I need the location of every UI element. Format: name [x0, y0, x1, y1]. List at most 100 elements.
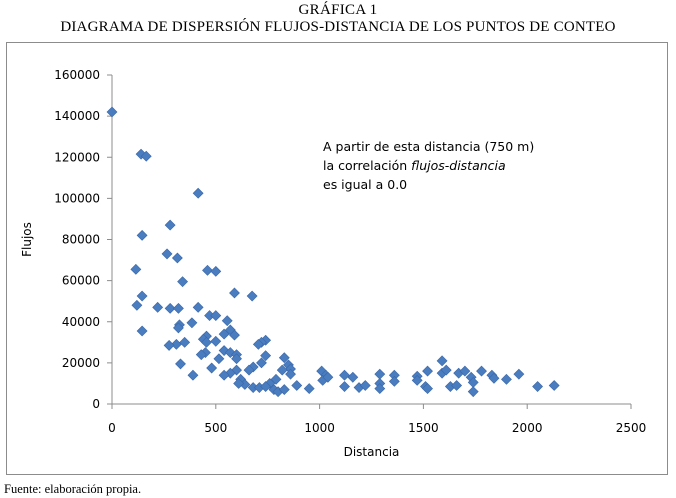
- annotation-line-3: es igual a 0.0: [323, 177, 408, 192]
- data-point: [246, 290, 258, 302]
- data-point: [192, 301, 204, 313]
- data-point: [548, 380, 560, 391]
- data-point: [206, 362, 218, 374]
- data-point: [218, 369, 230, 381]
- y-axis-title: Flujos: [20, 222, 34, 257]
- x-axis-title: Distancia: [344, 445, 400, 459]
- data-point: [173, 322, 184, 334]
- data-point: [243, 364, 255, 376]
- data-point: [195, 349, 207, 361]
- source-note: Fuente: elaboración propia.: [4, 482, 142, 496]
- axes: [107, 74, 632, 409]
- data-point: [130, 263, 142, 275]
- data-point: [164, 219, 176, 231]
- y-tick-label: 120000: [54, 150, 100, 164]
- data-point: [213, 353, 225, 365]
- data-point: [233, 378, 245, 389]
- x-tick-label: 1500: [408, 421, 439, 435]
- data-point: [501, 373, 512, 385]
- data-point: [136, 229, 148, 241]
- data-point: [260, 381, 272, 392]
- data-point: [488, 372, 500, 384]
- data-point: [278, 384, 290, 396]
- data-point: [231, 353, 242, 365]
- data-point: [221, 315, 233, 327]
- y-tick-label: 20000: [62, 356, 100, 370]
- y-tick-label: 80000: [62, 233, 100, 247]
- data-point: [322, 371, 334, 383]
- data-points: [106, 106, 560, 398]
- data-point: [210, 335, 222, 347]
- data-point: [106, 106, 118, 118]
- data-point: [179, 336, 191, 348]
- data-point: [388, 375, 400, 387]
- data-point: [276, 364, 288, 376]
- data-point: [476, 365, 487, 377]
- x-tick-label: 500: [204, 421, 227, 435]
- data-point: [411, 374, 423, 386]
- data-point: [422, 383, 433, 395]
- data-point: [339, 369, 350, 381]
- data-point: [436, 355, 448, 367]
- data-point: [152, 301, 164, 313]
- data-point: [252, 338, 264, 350]
- data-point: [218, 328, 230, 340]
- data-point: [532, 381, 544, 392]
- data-point: [347, 371, 359, 383]
- data-point: [186, 317, 198, 329]
- y-tick-label: 60000: [62, 274, 100, 288]
- y-tick-label: 160000: [54, 68, 100, 82]
- x-tick-label: 2500: [616, 421, 647, 435]
- data-point: [136, 290, 148, 302]
- data-point: [467, 386, 479, 398]
- annotation-line-2-italic: flujos-distancia: [411, 158, 506, 173]
- data-point: [131, 299, 143, 311]
- x-tick-label: 1000: [304, 421, 335, 435]
- data-point: [161, 248, 173, 260]
- chart-frame: [6, 42, 668, 475]
- data-point: [339, 381, 350, 392]
- data-point: [140, 150, 152, 162]
- data-point: [201, 336, 212, 348]
- data-point: [173, 302, 184, 314]
- data-point: [210, 310, 222, 322]
- x-tick-label: 2000: [512, 421, 543, 435]
- data-point: [422, 365, 433, 377]
- data-point: [164, 302, 176, 314]
- x-tick-label: 0: [108, 421, 116, 435]
- figure-number: GRÁFICA 1: [298, 2, 378, 18]
- data-point: [229, 287, 240, 299]
- data-point: [374, 368, 386, 380]
- data-point: [291, 380, 303, 391]
- annotation-line-2-prefix: la correlación: [323, 158, 412, 173]
- data-point: [278, 352, 290, 364]
- data-point: [513, 368, 525, 380]
- data-point: [440, 364, 452, 376]
- data-point: [171, 252, 183, 264]
- y-tick-label: 140000: [54, 109, 100, 123]
- data-point: [229, 329, 240, 341]
- y-tick-label: 100000: [54, 191, 100, 205]
- tick-labels: 0200004000060000800001000001200001400001…: [54, 68, 646, 435]
- data-point: [170, 338, 182, 350]
- annotation-line-1: A partir de esta distancia (750 m): [323, 139, 535, 154]
- data-point: [163, 339, 175, 351]
- data-point: [260, 350, 272, 362]
- data-point: [192, 187, 204, 199]
- data-point: [303, 383, 315, 395]
- data-point: [187, 369, 199, 381]
- data-point: [459, 365, 471, 377]
- y-tick-label: 0: [92, 397, 100, 411]
- data-point: [210, 265, 222, 277]
- data-point: [285, 368, 296, 380]
- chart-annotation: A partir de esta distancia (750 m) la co…: [323, 137, 534, 194]
- data-point: [136, 325, 148, 337]
- y-tick-label: 40000: [62, 315, 100, 329]
- data-point: [359, 380, 371, 391]
- data-point: [202, 264, 213, 276]
- data-point: [256, 357, 267, 369]
- data-point: [177, 276, 189, 288]
- data-point: [374, 383, 386, 395]
- figure-title: DIAGRAMA DE DISPERSIÓN FLUJOS-DISTANCIA …: [60, 19, 616, 35]
